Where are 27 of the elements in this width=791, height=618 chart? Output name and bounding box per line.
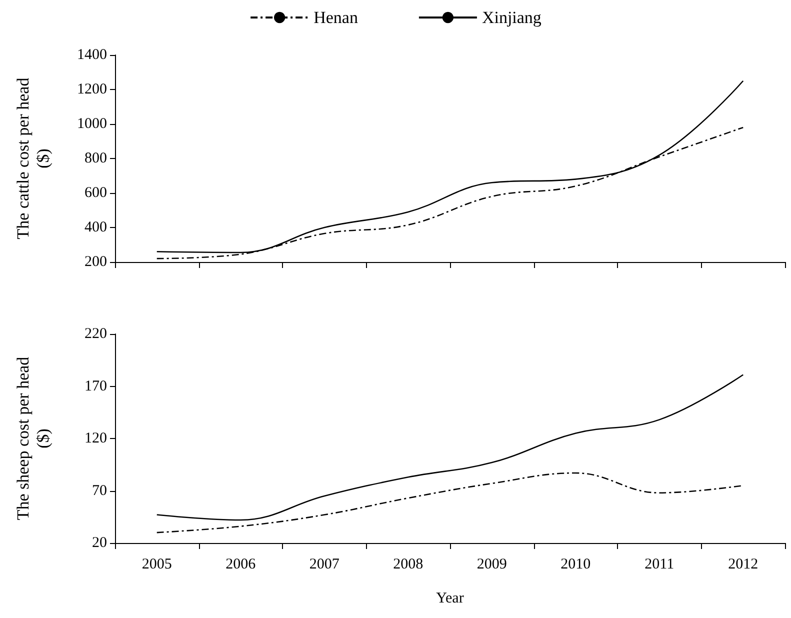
y-tick-label: 200 <box>84 254 107 270</box>
x-axis-title: Year <box>436 590 464 606</box>
y-tick-label: 220 <box>84 326 107 342</box>
x-tick-label: 2008 <box>393 556 424 572</box>
y-tick-label: 400 <box>84 220 107 236</box>
y-tick-label: 600 <box>84 185 107 201</box>
y-tick-label: 170 <box>84 378 107 394</box>
x-tick-label: 2005 <box>142 556 172 572</box>
x-tick-label: 2009 <box>476 556 507 572</box>
legend-label: Xinjiang <box>482 8 542 27</box>
y-axis-title: The sheep cost per head ($) <box>14 356 52 520</box>
y-tick-label: 1200 <box>77 82 107 98</box>
y-tick-label: 120 <box>84 430 107 446</box>
y-axis-title: The cattle cost per head ($) <box>14 77 52 240</box>
legend-label: Henan <box>314 8 358 27</box>
line-series <box>156 374 744 521</box>
y-tick-label: 70 <box>92 482 107 499</box>
y-tick-label: 20 <box>92 535 107 551</box>
x-tick-label: 2007 <box>309 556 340 572</box>
x-tick-label: 2006 <box>226 556 256 572</box>
y-tick-label: 1400 <box>77 47 107 63</box>
y-tick-label: 800 <box>84 150 107 166</box>
x-tick-label: 2010 <box>560 556 591 572</box>
x-tick-label: 2011 <box>644 556 674 572</box>
x-tick-label: 2012 <box>728 556 758 572</box>
y-tick-label: 1000 <box>77 116 107 132</box>
line-series <box>156 472 744 534</box>
